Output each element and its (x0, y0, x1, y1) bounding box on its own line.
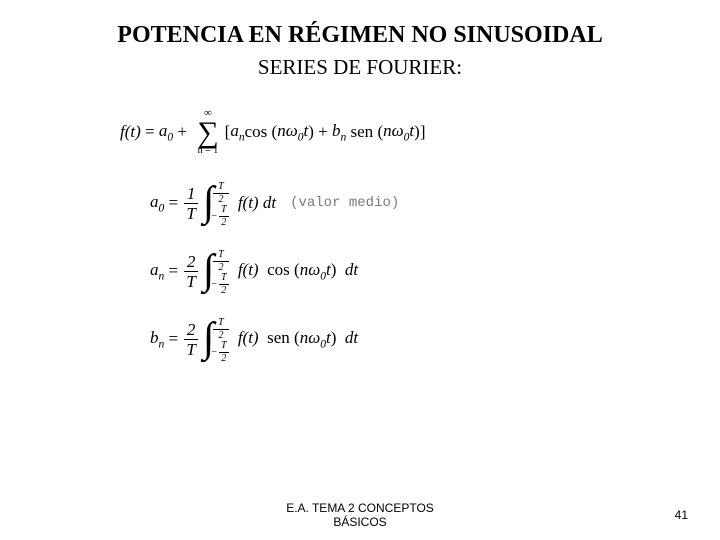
an-coef: 2 T (184, 253, 197, 290)
a0-note: (valor medio) (290, 195, 399, 211)
bn-coef: 2 T (184, 321, 197, 358)
an-integrand: f(t) cos (nω0t) dt (234, 260, 359, 282)
page-subtitle: SERIES DE FOURIER: (0, 55, 720, 80)
bn-lhs: bn (150, 328, 164, 350)
cos-label: cos (245, 122, 272, 142)
close-bracket: ] (420, 122, 426, 142)
series-an: an (230, 121, 244, 143)
plus-2: + (314, 122, 332, 142)
equals: = (164, 193, 182, 213)
an-lhs: an (150, 260, 164, 282)
a0-lhs: a0 (150, 192, 164, 214)
cos-arg: nω0t (277, 121, 308, 143)
equation-bn: bn = 2 T ∫ T2 −T2 f(t) sen (nω0t) dt (150, 318, 720, 360)
page-number: 41 (675, 508, 688, 522)
equals: = (141, 122, 159, 142)
sen-label: sen (346, 122, 377, 142)
equation-a0: a0 = 1 T ∫ T2 −T2 f(t) dt (valor medio) (150, 182, 720, 224)
formula-block: f(t) = a0 + ∞ ∑ n = 1 [ an cos ( nω0t ) … (0, 108, 720, 360)
footer-text: E.A. TEMA 2 CONCEPTOS BÁSICOS (0, 502, 720, 530)
equation-series: f(t) = a0 + ∞ ∑ n = 1 [ an cos ( nω0t ) … (120, 108, 720, 156)
equals: = (164, 329, 182, 349)
integral-icon: ∫ T2 −T2 (203, 182, 231, 224)
a0-integrand: f(t) dt (234, 193, 277, 213)
integral-icon: ∫ T2 −T2 (203, 250, 231, 292)
bn-integrand: f(t) sen (nω0t) dt (234, 328, 359, 350)
equals: = (164, 261, 182, 281)
series-bn: bn (332, 121, 346, 143)
series-a0: a0 (159, 121, 173, 143)
a0-coef: 1 T (184, 185, 197, 222)
summation-icon: ∞ ∑ n = 1 (197, 108, 218, 156)
plus: + (173, 122, 191, 142)
integral-icon: ∫ T2 −T2 (203, 318, 231, 360)
series-lhs: f(t) (120, 122, 141, 142)
sen-arg: nω0t (383, 121, 414, 143)
page-title: POTENCIA EN RÉGIMEN NO SINUSOIDAL (0, 0, 720, 49)
equation-an: an = 2 T ∫ T2 −T2 f(t) cos (nω0t) dt (150, 250, 720, 292)
